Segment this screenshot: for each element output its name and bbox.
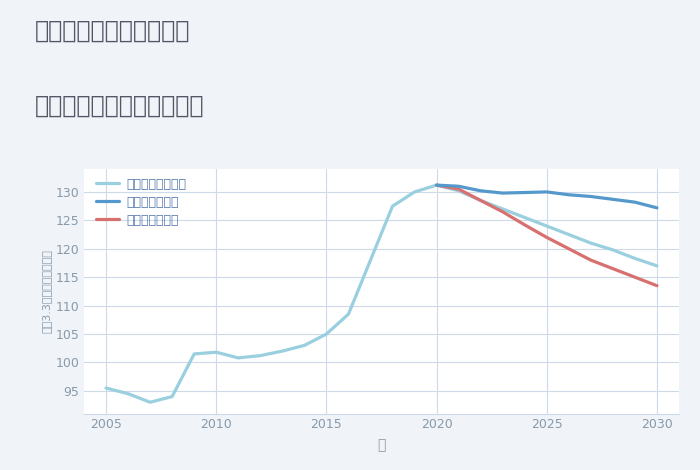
- バッドシナリオ: [498, 209, 507, 215]
- ノーマルシナリオ: [234, 355, 242, 360]
- ノーマルシナリオ: [278, 348, 286, 354]
- ノーマルシナリオ: [389, 204, 397, 209]
- ノーマルシナリオ: [565, 232, 573, 237]
- ノーマルシナリオ: [366, 257, 375, 263]
- ノーマルシナリオ: [124, 391, 132, 397]
- グッドシナリオ: [587, 194, 595, 199]
- バッドシナリオ: [542, 235, 551, 240]
- バッドシナリオ: [631, 274, 639, 280]
- ノーマルシナリオ: [477, 198, 485, 204]
- ノーマルシナリオ: [631, 256, 639, 261]
- ノーマルシナリオ: [322, 331, 330, 337]
- Line: バッドシナリオ: バッドシナリオ: [437, 185, 657, 286]
- ノーマルシナリオ: [653, 263, 662, 269]
- バッドシナリオ: [477, 198, 485, 204]
- グッドシナリオ: [498, 190, 507, 196]
- ノーマルシナリオ: [542, 223, 551, 229]
- Y-axis label: 坪（3.3㎡）単価（万円）: 坪（3.3㎡）単価（万円）: [41, 250, 51, 333]
- ノーマルシナリオ: [410, 189, 419, 195]
- グッドシナリオ: [565, 192, 573, 197]
- ノーマルシナリオ: [102, 385, 110, 391]
- Legend: ノーマルシナリオ, グッドシナリオ, バッドシナリオ: ノーマルシナリオ, グッドシナリオ, バッドシナリオ: [96, 178, 186, 227]
- ノーマルシナリオ: [300, 343, 309, 348]
- グッドシナリオ: [433, 182, 441, 188]
- バッドシナリオ: [433, 182, 441, 188]
- ノーマルシナリオ: [344, 311, 353, 317]
- Text: 兵庫県姫路市北新在家の: 兵庫県姫路市北新在家の: [35, 19, 190, 43]
- バッドシナリオ: [521, 222, 529, 228]
- ノーマルシナリオ: [256, 353, 265, 359]
- ノーマルシナリオ: [190, 351, 198, 357]
- バッドシナリオ: [653, 283, 662, 289]
- Text: 中古マンションの価格推移: 中古マンションの価格推移: [35, 94, 204, 118]
- ノーマルシナリオ: [521, 215, 529, 220]
- ノーマルシナリオ: [212, 349, 220, 355]
- ノーマルシナリオ: [498, 206, 507, 212]
- ノーマルシナリオ: [433, 182, 441, 188]
- グッドシナリオ: [609, 196, 617, 202]
- バッドシナリオ: [565, 246, 573, 251]
- ノーマルシナリオ: [168, 394, 176, 399]
- ノーマルシナリオ: [587, 240, 595, 246]
- バッドシナリオ: [609, 266, 617, 272]
- X-axis label: 年: 年: [377, 439, 386, 453]
- Line: ノーマルシナリオ: ノーマルシナリオ: [106, 185, 657, 402]
- グッドシナリオ: [521, 190, 529, 196]
- グッドシナリオ: [454, 183, 463, 189]
- グッドシナリオ: [542, 189, 551, 195]
- ノーマルシナリオ: [454, 188, 463, 194]
- グッドシナリオ: [653, 205, 662, 211]
- バッドシナリオ: [587, 257, 595, 263]
- グッドシナリオ: [631, 199, 639, 205]
- ノーマルシナリオ: [146, 400, 154, 405]
- グッドシナリオ: [477, 188, 485, 194]
- バッドシナリオ: [454, 186, 463, 192]
- Line: グッドシナリオ: グッドシナリオ: [437, 185, 657, 208]
- ノーマルシナリオ: [609, 247, 617, 253]
